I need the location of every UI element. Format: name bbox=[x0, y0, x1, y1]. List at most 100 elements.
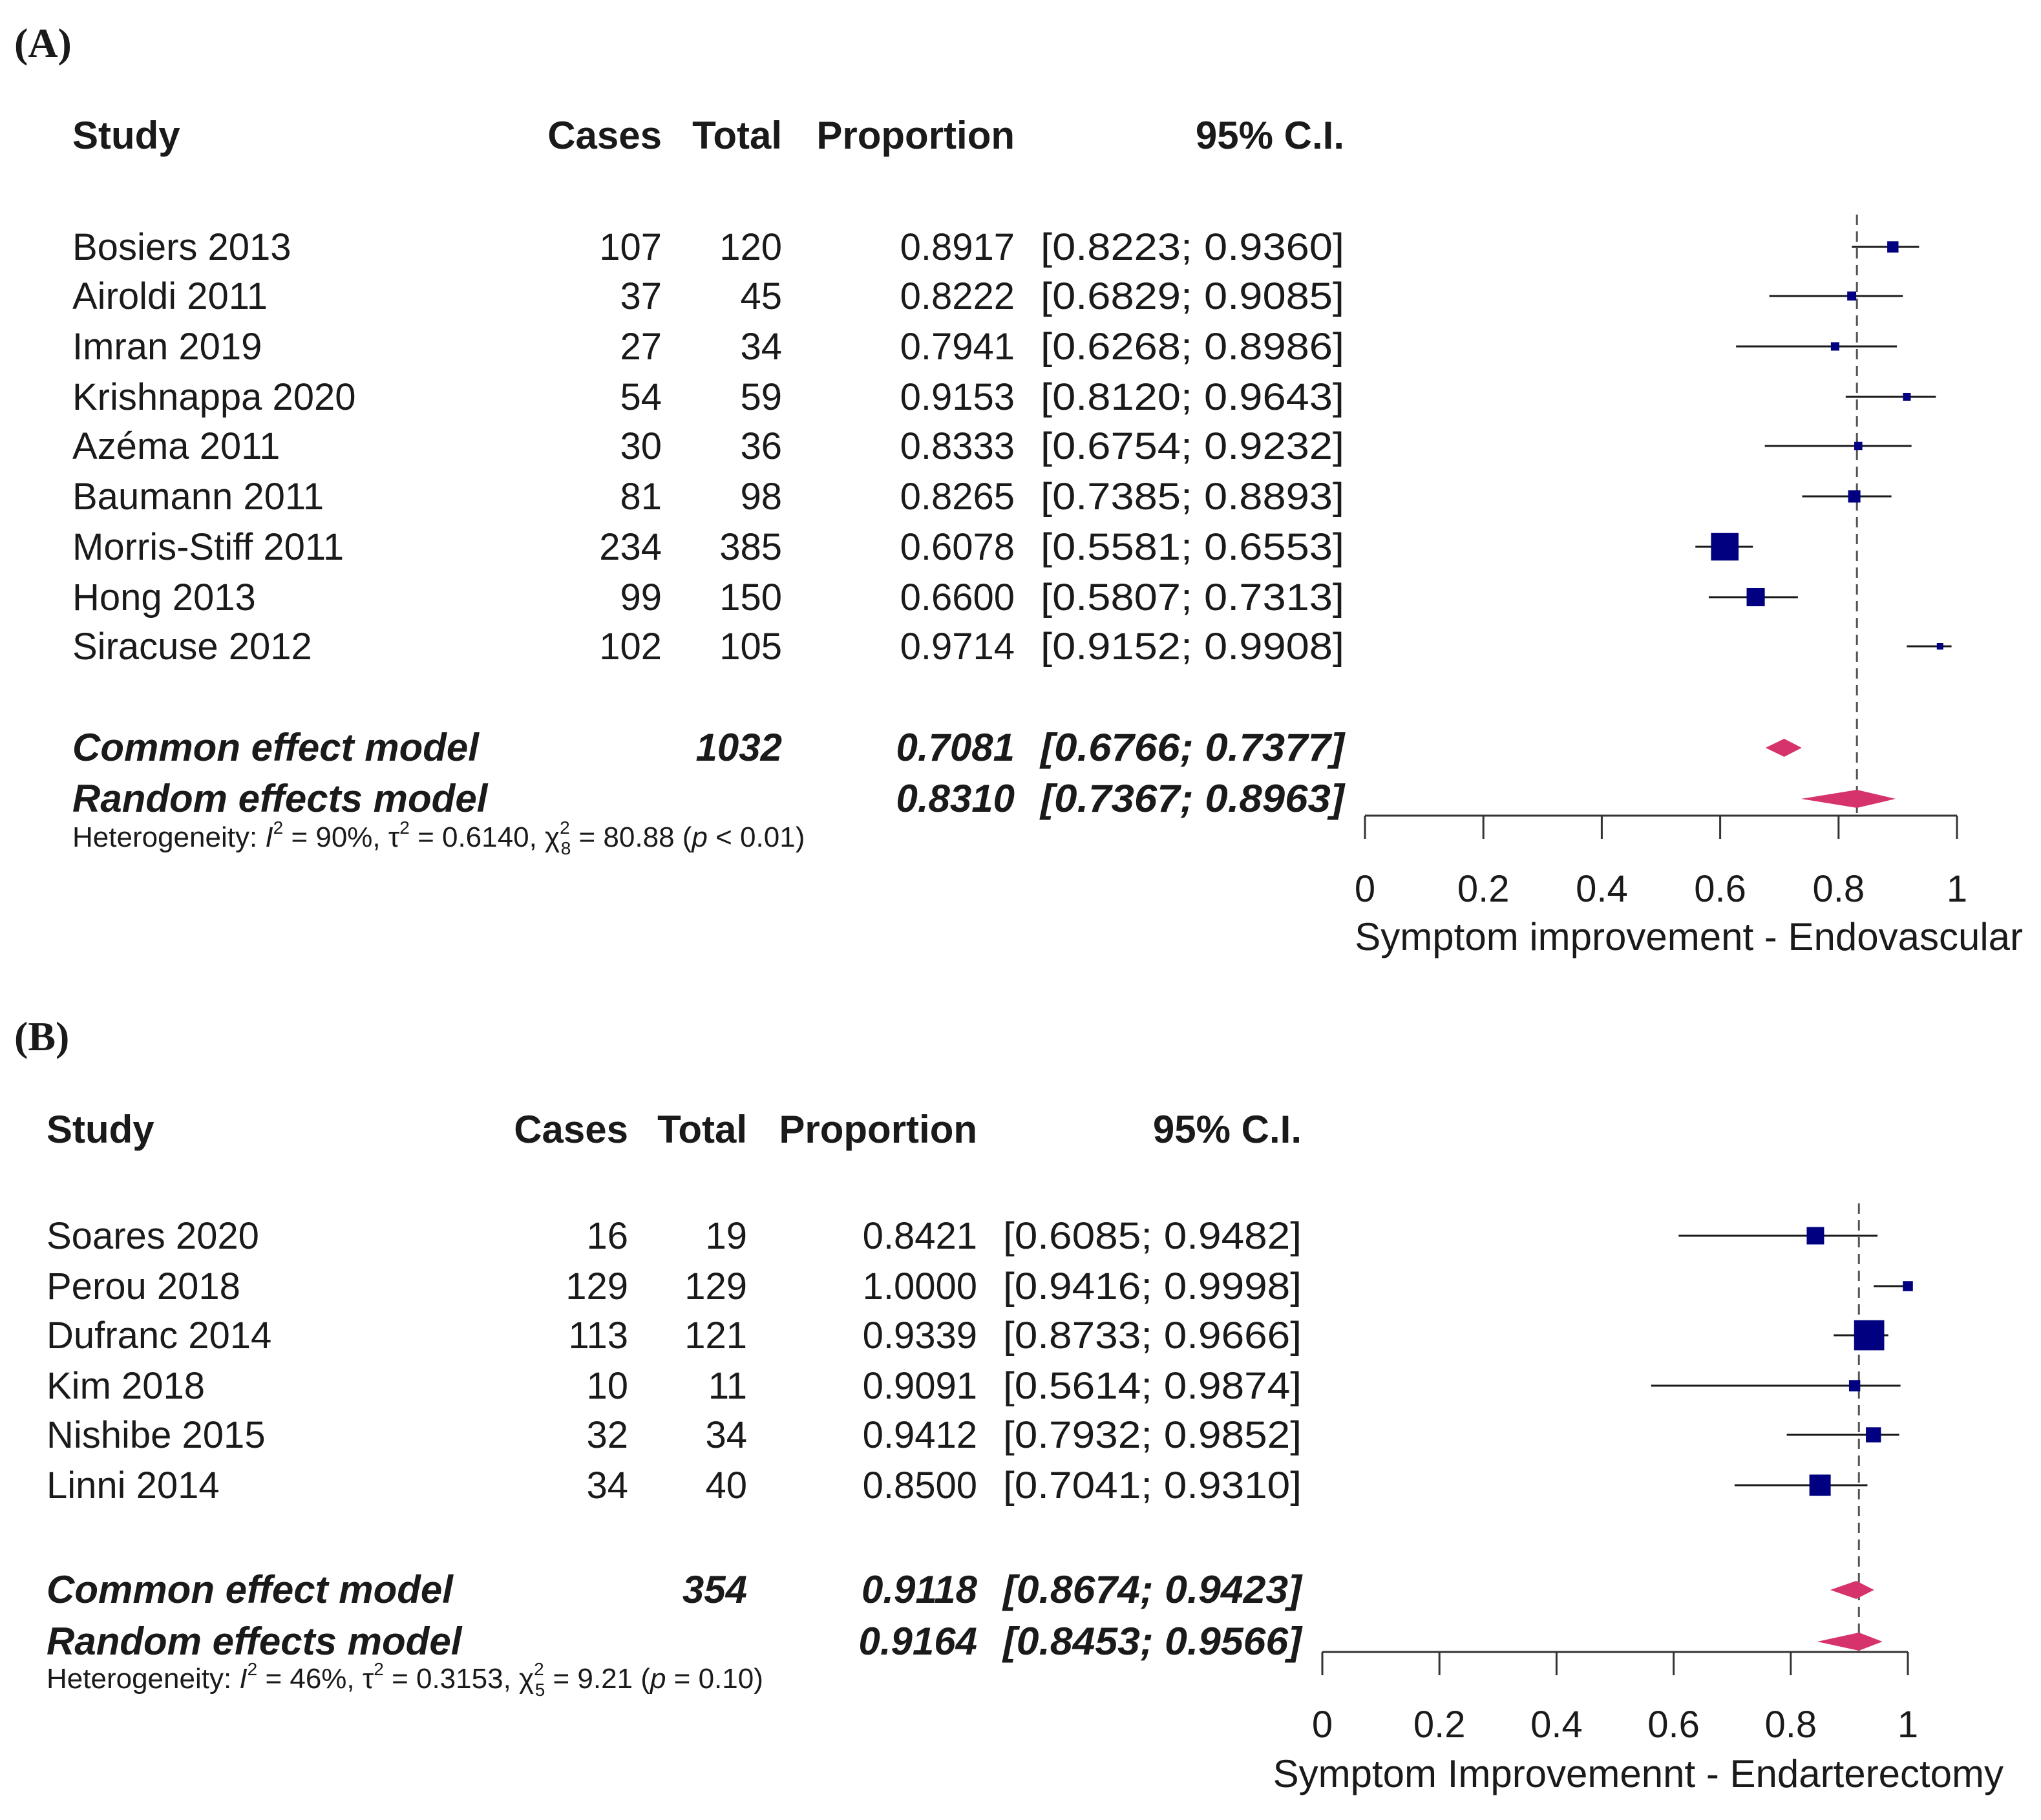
study-name: Airoldi 2011 bbox=[72, 275, 268, 317]
header-study: Study bbox=[72, 114, 180, 157]
point-estimate-square bbox=[1903, 392, 1911, 401]
point-estimate-square bbox=[1903, 1281, 1913, 1291]
study-row: Bosiers 2013 107 120 0.8917 [0.8223; 0.9360] bbox=[72, 226, 1919, 268]
study-proportion: 0.9091 bbox=[863, 1365, 977, 1407]
study-row: Perou 2018 129 129 1.0000 [0.9416; 0.9998] bbox=[47, 1265, 1913, 1307]
study-name: Baumann 2011 bbox=[72, 476, 324, 518]
study-ci: [0.9416; 0.9998] bbox=[1003, 1265, 1302, 1307]
common-effect-total: 354 bbox=[682, 1568, 747, 1611]
header-total: Total bbox=[657, 1108, 747, 1151]
heterogeneity-text: Heterogeneity: I2 = 46%, τ2 = 0.3153, χ2… bbox=[47, 1659, 763, 1700]
study-ci: [0.6829; 0.9085] bbox=[1041, 275, 1344, 317]
panel-label: (B) bbox=[14, 1013, 69, 1059]
study-row: Linni 2014 34 40 0.8500 [0.7041; 0.9310] bbox=[47, 1465, 1868, 1507]
study-cases: 107 bbox=[599, 226, 662, 268]
study-row: Krishnappa 2020 54 59 0.9153 [0.8120; 0.9643… bbox=[72, 376, 1936, 418]
x-tick-label: 0 bbox=[1355, 868, 1375, 910]
study-ci: [0.6754; 0.9232] bbox=[1041, 425, 1344, 467]
study-name: Hong 2013 bbox=[72, 577, 256, 619]
study-proportion: 0.8222 bbox=[900, 275, 1015, 317]
common-effect-ci: [0.8674; 0.9423] bbox=[1002, 1568, 1303, 1611]
study-total: 40 bbox=[705, 1465, 747, 1507]
study-proportion: 0.6600 bbox=[900, 577, 1015, 619]
x-tick-label: 0.6 bbox=[1694, 868, 1746, 910]
study-cases: 102 bbox=[599, 626, 662, 668]
x-tick-label: 0.4 bbox=[1576, 868, 1628, 910]
common-effect-proportion: 0.9118 bbox=[862, 1568, 978, 1611]
x-tick-label: 0.6 bbox=[1647, 1704, 1700, 1746]
common-effect-diamond bbox=[1765, 739, 1802, 757]
study-proportion: 0.8917 bbox=[900, 226, 1015, 268]
study-row: Azéma 2011 30 36 0.8333 [0.6754; 0.9232] bbox=[72, 425, 1912, 467]
study-cases: 16 bbox=[586, 1215, 628, 1257]
random-effects-label: Random effects model bbox=[47, 1620, 463, 1663]
point-estimate-square bbox=[1936, 643, 1943, 650]
random-effects-proportion: 0.9164 bbox=[858, 1620, 977, 1663]
study-ci: [0.6268; 0.8986] bbox=[1041, 326, 1344, 368]
panel-a-endovascular: (A) Study Cases Total Proportion 95% C.I. Bosi… bbox=[14, 20, 2023, 958]
study-proportion: 0.9412 bbox=[863, 1414, 977, 1456]
common-effect-ci: [0.6766; 0.7377] bbox=[1039, 726, 1346, 769]
point-estimate-square bbox=[1854, 1320, 1885, 1351]
study-total: 59 bbox=[740, 376, 782, 418]
study-total: 129 bbox=[684, 1265, 747, 1307]
x-tick-label: 1 bbox=[1947, 868, 1967, 910]
header-ci: 95% C.I. bbox=[1196, 114, 1344, 157]
study-ci: [0.5807; 0.7313] bbox=[1041, 577, 1344, 619]
random-effects-diamond bbox=[1817, 1633, 1883, 1651]
x-tick-label: 0.2 bbox=[1413, 1704, 1466, 1746]
study-ci: [0.8223; 0.9360] bbox=[1041, 226, 1344, 268]
study-cases: 129 bbox=[566, 1265, 628, 1307]
point-estimate-square bbox=[1746, 587, 1765, 607]
random-effects-proportion: 0.8310 bbox=[896, 777, 1015, 820]
header-cases: Cases bbox=[547, 114, 662, 157]
header-proportion: Proportion bbox=[779, 1108, 977, 1151]
study-row: Airoldi 2011 37 45 0.8222 [0.6829; 0.9085] bbox=[72, 275, 1903, 317]
x-axis: 0 0.2 0.4 0.6 0.8 1 Symptom improvement - Endo… bbox=[1355, 814, 2023, 958]
study-total: 385 bbox=[719, 526, 782, 568]
study-cases: 37 bbox=[620, 275, 662, 317]
study-name: Linni 2014 bbox=[47, 1465, 220, 1507]
study-name: Nishibe 2015 bbox=[47, 1414, 266, 1456]
study-proportion: 0.8421 bbox=[863, 1215, 977, 1257]
study-proportion: 0.7941 bbox=[900, 326, 1015, 368]
study-cases: 54 bbox=[620, 376, 662, 418]
study-total: 34 bbox=[740, 326, 782, 368]
study-row: Hong 2013 99 150 0.6600 [0.5807; 0.7313] bbox=[72, 577, 1798, 619]
x-tick-label: 1 bbox=[1898, 1704, 1918, 1746]
study-total: 121 bbox=[684, 1315, 747, 1357]
x-tick-label: 0.4 bbox=[1530, 1704, 1583, 1746]
study-ci: [0.9152; 0.9908] bbox=[1041, 626, 1344, 668]
point-estimate-square bbox=[1806, 1227, 1824, 1245]
study-row: Siracuse 2012 102 105 0.9714 [0.9152; 0.9908… bbox=[72, 626, 1952, 668]
study-proportion: 0.9714 bbox=[900, 626, 1015, 668]
study-proportion: 0.8265 bbox=[900, 476, 1015, 518]
x-tick-label: 0 bbox=[1312, 1704, 1333, 1746]
study-name: Siracuse 2012 bbox=[72, 626, 312, 668]
study-ci: [0.6085; 0.9482] bbox=[1003, 1215, 1302, 1257]
random-effects-ci: [0.7367; 0.8963] bbox=[1039, 777, 1346, 820]
point-estimate-square bbox=[1847, 291, 1857, 301]
study-name: Dufranc 2014 bbox=[47, 1315, 271, 1357]
study-name: Krishnappa 2020 bbox=[72, 376, 356, 418]
study-cases: 81 bbox=[620, 476, 662, 518]
point-estimate-square bbox=[1848, 1380, 1861, 1391]
study-row: Kim 2018 10 11 0.9091 [0.5614; 0.9874] bbox=[47, 1365, 1901, 1407]
study-total: 150 bbox=[719, 577, 782, 619]
heterogeneity-text: Heterogeneity: I2 = 90%, τ2 = 0.6140, χ2… bbox=[72, 818, 805, 858]
study-cases: 34 bbox=[586, 1465, 628, 1507]
study-name: Imran 2019 bbox=[72, 326, 262, 368]
header-study: Study bbox=[47, 1108, 154, 1151]
point-estimate-square bbox=[1866, 1427, 1881, 1443]
study-proportion: 0.6078 bbox=[900, 526, 1015, 568]
study-cases: 113 bbox=[569, 1315, 628, 1357]
point-estimate-square bbox=[1830, 342, 1839, 351]
x-axis: 0 0.2 0.4 0.6 0.8 1 Symptom Improvemennt - End… bbox=[1273, 1651, 2004, 1795]
study-ci: [0.7932; 0.9852] bbox=[1003, 1414, 1302, 1456]
study-ci: [0.7041; 0.9310] bbox=[1003, 1465, 1302, 1507]
study-cases: 27 bbox=[620, 326, 662, 368]
study-name: Azéma 2011 bbox=[72, 425, 280, 467]
panel-label: (A) bbox=[14, 20, 72, 66]
header-total: Total bbox=[692, 114, 782, 157]
